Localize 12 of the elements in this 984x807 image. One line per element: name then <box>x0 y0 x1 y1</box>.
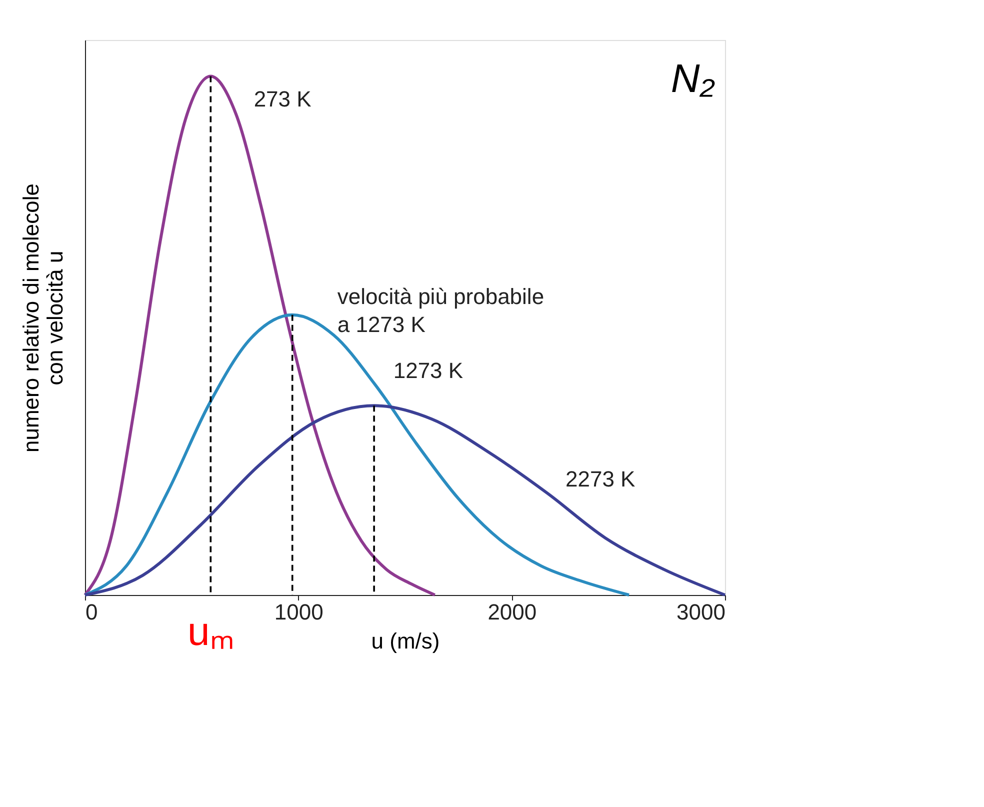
text: uₘ <box>188 610 234 654</box>
x-tick-label: 1000 <box>274 600 324 624</box>
x-tick-label: 0 <box>86 600 98 624</box>
annotation: N₂ <box>670 57 715 101</box>
annotation: velocità più probabile a 1273 K <box>337 284 544 337</box>
series-label: 273 K <box>254 86 312 112</box>
y-axis-title: numero relativo di molecole con velocità u <box>18 183 68 453</box>
x-axis-title: u (m/s) <box>371 628 440 654</box>
x-tick-label: 3000 <box>676 600 726 624</box>
x-tick-label: 2000 <box>488 600 537 624</box>
series-label: 1273 K <box>393 358 464 383</box>
series-label: 2273 K <box>566 466 636 492</box>
